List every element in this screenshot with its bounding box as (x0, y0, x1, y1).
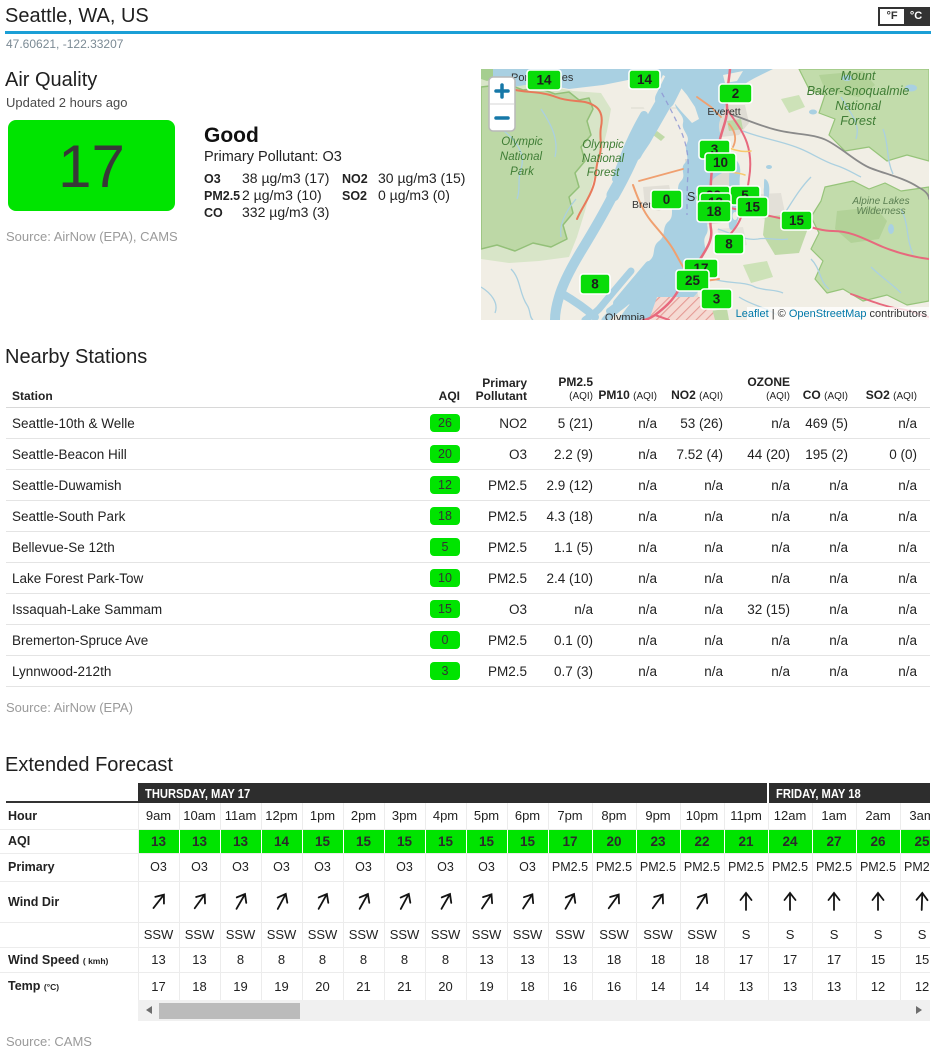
svg-text:National: National (500, 151, 543, 163)
svg-text:25: 25 (685, 273, 701, 288)
svg-text:18: 18 (706, 204, 722, 219)
svg-text:Olympia: Olympia (605, 312, 646, 320)
svg-text:3: 3 (713, 292, 721, 307)
svg-text:8: 8 (725, 237, 733, 252)
svg-text:14: 14 (637, 72, 653, 87)
svg-text:3: 3 (711, 142, 719, 157)
svg-text:Wilderness: Wilderness (856, 206, 905, 217)
svg-text:Baker-Snoqualmie: Baker-Snoqualmie (807, 84, 910, 98)
svg-text:14: 14 (536, 73, 552, 88)
svg-text:Olympic: Olympic (582, 139, 624, 151)
svg-text:Alpine Lakes: Alpine Lakes (851, 196, 909, 207)
svg-text:5: 5 (741, 188, 749, 203)
svg-text:National: National (835, 99, 882, 113)
svg-text:Forest: Forest (587, 167, 620, 179)
svg-text:15: 15 (745, 200, 761, 215)
svg-text:Olympic: Olympic (501, 136, 543, 148)
svg-text:Mount: Mount (841, 69, 876, 83)
svg-text:Leaflet | © OpenStreetMap cont: Leaflet | © OpenStreetMap contributors (736, 308, 928, 320)
svg-text:8: 8 (591, 277, 599, 292)
svg-text:0: 0 (663, 192, 671, 207)
svg-text:10: 10 (713, 155, 728, 170)
svg-text:2: 2 (732, 86, 740, 101)
svg-text:National: National (582, 153, 625, 165)
svg-text:Everett: Everett (707, 106, 740, 118)
svg-text:Park: Park (510, 166, 535, 178)
svg-text:Forest: Forest (840, 114, 876, 128)
svg-text:15: 15 (789, 213, 805, 228)
